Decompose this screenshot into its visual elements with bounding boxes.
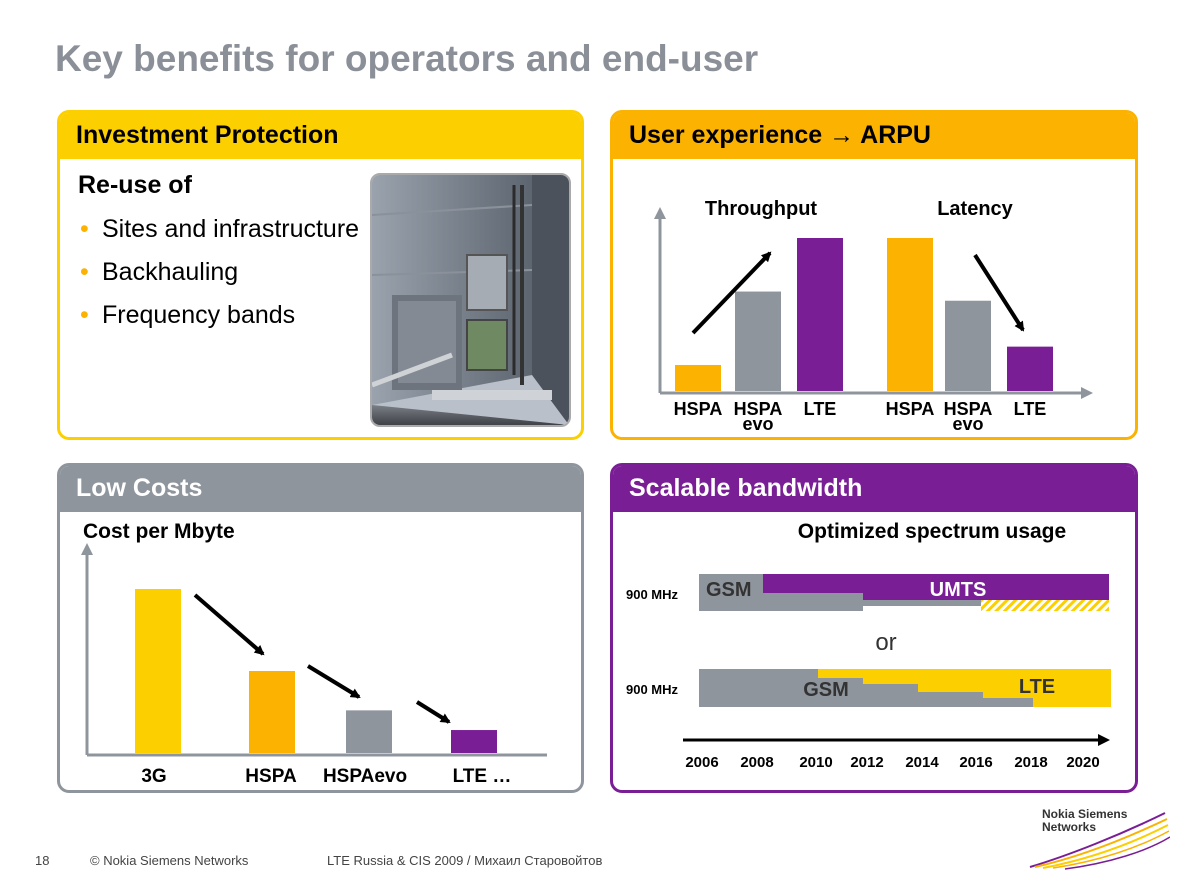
- band-label: 900 MHz: [626, 682, 679, 697]
- timeline-tick-label: 2020: [1066, 754, 1099, 771]
- company-logo: Nokia Siemens Networks: [1042, 808, 1127, 834]
- throughput-category-label: LTE: [804, 399, 837, 419]
- scalable-bandwidth-header: Scalable bandwidth: [613, 466, 1135, 512]
- bullet-text: Frequency bands: [102, 301, 296, 329]
- throughput-bar: [797, 238, 843, 391]
- latency-category-label: HSPA evo: [944, 399, 993, 434]
- low-costs-panel: Low Costs Cost per Mbyte 3G HSPA HSPAevo LT…: [57, 463, 584, 793]
- bullet-item: • Frequency bands: [78, 299, 368, 331]
- throughput-category-label: HSPA: [674, 399, 723, 419]
- timeline-tick-label: 2016: [959, 754, 992, 771]
- latency-bar: [887, 238, 933, 391]
- event-text: LTE Russia & CIS 2009 / Михаил Старовойт…: [327, 853, 603, 868]
- user-experience-header: User experience → ARPU: [613, 113, 1135, 159]
- throughput-label: Throughput: [705, 198, 818, 220]
- gsm-label: GSM: [803, 679, 849, 701]
- cost-bar: [135, 589, 181, 753]
- investment-protection-panel: Investment Protection Re-use of • Sites a…: [57, 110, 584, 440]
- cost-bar: [451, 730, 497, 753]
- cost-category-label: 3G: [141, 766, 166, 787]
- timeline-tick-label: 2010: [799, 754, 832, 771]
- spectrum-subtitle: Optimized spectrum usage: [798, 520, 1066, 543]
- low-costs-header: Low Costs: [60, 466, 581, 512]
- reuse-label: Re-use of: [78, 171, 192, 199]
- reuse-bullet-list: • Sites and infrastructure • Backhauling •…: [78, 213, 368, 342]
- cost-trend-arrow: [415, 700, 451, 724]
- throughput-trend-arrow: [691, 251, 772, 335]
- bullet-text: Sites and infrastructure: [102, 215, 360, 243]
- bullet-item: • Backhauling: [78, 256, 368, 288]
- cost-trend-arrow: [306, 664, 361, 699]
- cost-category-label: HSPA: [245, 766, 297, 787]
- scalable-bandwidth-panel: Scalable bandwidth Optimized spectrum us…: [610, 463, 1138, 793]
- latency-category-label: LTE: [1014, 399, 1047, 419]
- umts-label: UMTS: [930, 579, 987, 601]
- cost-category-label: HSPAevo: [323, 766, 407, 787]
- latency-trend-arrow: [973, 253, 1025, 332]
- gsm-label: GSM: [706, 579, 752, 601]
- lte-label: LTE: [1019, 676, 1055, 698]
- throughput-bar: [735, 291, 781, 391]
- latency-bar: [945, 300, 991, 391]
- timeline-tick-label: 2018: [1014, 754, 1047, 771]
- spectrum-timeline-chart: Optimized spectrum usage 900 MHz GSM UMT…: [626, 520, 1111, 771]
- umts-region: [763, 574, 1109, 600]
- latency-label: Latency: [937, 198, 1013, 220]
- cost-category-label: LTE …: [453, 766, 512, 787]
- band-label: 900 MHz: [626, 587, 679, 602]
- cost-bar: [346, 710, 392, 753]
- cost-bar: [249, 671, 295, 753]
- lte-region: [818, 669, 1111, 707]
- bullet-marker: •: [80, 301, 89, 329]
- logo-swoosh-icon: [1029, 812, 1170, 870]
- user-experience-panel: User experience → ARPU Throughput Latenc…: [610, 110, 1138, 440]
- cost-trend-arrow: [193, 593, 265, 656]
- timeline-tick-label: 2014: [905, 754, 939, 771]
- site-infrastructure-photo: [370, 173, 571, 427]
- timeline-tick-label: 2008: [740, 754, 773, 771]
- copyright-text: © Nokia Siemens Networks: [90, 853, 249, 868]
- bullet-marker: •: [80, 258, 89, 286]
- latency-category-label: HSPA: [886, 399, 935, 419]
- bullet-item: • Sites and infrastructure: [78, 213, 368, 245]
- throughput-bar: [675, 364, 721, 391]
- logo-line: Networks: [1042, 820, 1097, 834]
- investment-protection-header: Investment Protection: [60, 113, 581, 159]
- slide-title: Key benefits for operators and end-user: [55, 38, 759, 79]
- latency-bar: [1007, 346, 1053, 391]
- bullet-text: Backhauling: [102, 258, 239, 286]
- timeline-tick-label: 2006: [685, 754, 718, 771]
- logo-line: Nokia Siemens: [1042, 807, 1128, 821]
- cost-per-mbyte-chart: Cost per Mbyte 3G HSPA HSPAevo LTE …: [81, 520, 547, 787]
- timeline-tick-label: 2012: [850, 754, 883, 771]
- cost-subtitle: Cost per Mbyte: [83, 520, 235, 543]
- gsm-region: [699, 574, 863, 611]
- shared-hatch-region: [981, 600, 1109, 611]
- throughput-latency-chart: Throughput Latency HSPA HSPA evo LTE HSPA HSP…: [654, 198, 1093, 434]
- throughput-category-label: HSPA evo: [734, 399, 783, 434]
- bullet-marker: •: [80, 215, 89, 243]
- or-label: or: [875, 629, 896, 656]
- page-number: 18: [35, 853, 50, 868]
